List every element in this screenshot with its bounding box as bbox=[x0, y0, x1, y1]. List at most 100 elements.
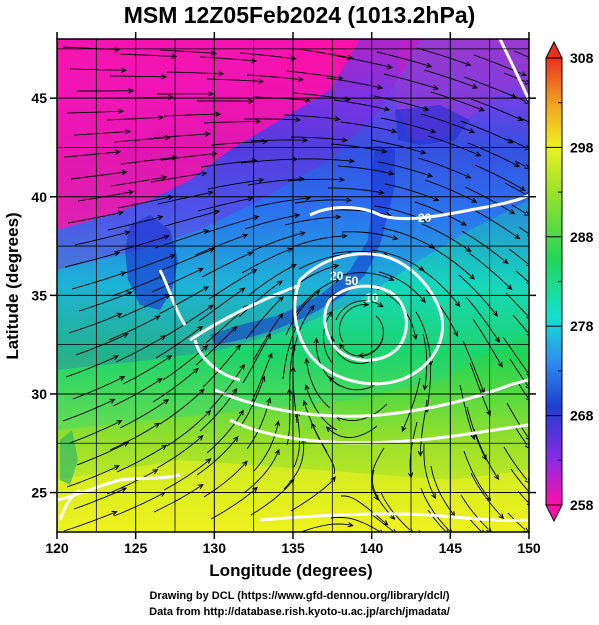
x-tick-label: 120 bbox=[45, 540, 69, 556]
streamline-arrowhead bbox=[426, 62, 433, 68]
streamline-arrowhead bbox=[290, 344, 296, 351]
x-tick-label: 150 bbox=[517, 540, 541, 556]
streamline-arrowhead bbox=[525, 398, 529, 401]
streamline-arrowhead bbox=[287, 247, 294, 253]
streamline bbox=[370, 513, 394, 532]
streamline bbox=[196, 436, 239, 476]
streamline-arrowhead bbox=[304, 384, 310, 391]
streamline bbox=[161, 248, 214, 271]
streamline bbox=[240, 158, 297, 164]
streamline bbox=[66, 465, 120, 488]
streamline-arrowhead bbox=[242, 233, 249, 239]
y-tick-label: 30 bbox=[31, 386, 47, 402]
streamline-arrowhead bbox=[519, 185, 527, 191]
streamline bbox=[376, 51, 432, 68]
streamline bbox=[63, 151, 120, 158]
streamline bbox=[119, 399, 169, 429]
streamline bbox=[113, 136, 170, 143]
streamline bbox=[254, 197, 311, 208]
contour-line bbox=[229, 418, 529, 445]
streamline bbox=[377, 161, 433, 177]
streamline bbox=[210, 487, 258, 520]
streamline bbox=[468, 252, 512, 290]
streamline bbox=[371, 249, 424, 271]
streamline-arrowhead bbox=[121, 169, 128, 176]
streamline-arrowhead bbox=[198, 388, 205, 395]
streamline-arrowhead bbox=[274, 448, 280, 456]
contour-label: 20 bbox=[330, 269, 344, 283]
streamline bbox=[330, 516, 381, 532]
streamline bbox=[473, 428, 499, 480]
streamline-arrowhead bbox=[166, 355, 173, 361]
contour-line bbox=[214, 378, 529, 418]
streamline bbox=[287, 178, 344, 182]
x-tick-label: 130 bbox=[203, 540, 227, 556]
axis-tick-labels: 120 125 130 135 140 145 150 25 30 35 40 45 bbox=[31, 90, 540, 556]
streamline-arrowhead bbox=[235, 344, 241, 351]
streamline-arrowhead bbox=[231, 325, 238, 332]
streamline-arrowhead bbox=[357, 352, 364, 358]
streamline bbox=[156, 435, 203, 469]
streamline-arrowhead bbox=[334, 116, 341, 122]
streamline bbox=[159, 49, 216, 54]
streamline bbox=[510, 468, 529, 492]
streamline-arrowhead bbox=[260, 375, 266, 382]
y-tick-label: 40 bbox=[31, 189, 47, 205]
x-tick-label: 140 bbox=[360, 540, 384, 556]
streamline-arrowhead bbox=[526, 333, 529, 336]
streamline-arrowhead bbox=[158, 114, 165, 121]
streamline-arrowhead bbox=[119, 376, 126, 381]
streamline-arrowhead bbox=[160, 335, 167, 341]
streamline-arrowhead bbox=[122, 333, 129, 338]
streamline-arrowhead bbox=[478, 106, 485, 112]
streamline bbox=[286, 389, 291, 446]
contour-label: 20 bbox=[418, 211, 432, 225]
streamline-arrowhead bbox=[427, 172, 434, 178]
streamline bbox=[111, 275, 165, 297]
streamline bbox=[164, 210, 220, 227]
streamline-arrowhead bbox=[111, 510, 118, 516]
colorbar: 308 298 288 278 268 258 bbox=[545, 40, 594, 523]
streamline bbox=[471, 208, 520, 239]
streamline-arrowhead bbox=[123, 441, 130, 447]
y-axis-title: Latitude (degrees) bbox=[3, 212, 22, 359]
streamline-arrowhead bbox=[506, 284, 513, 291]
streamline bbox=[335, 300, 383, 321]
streamline-arrowhead bbox=[215, 111, 222, 117]
streamline-arrowhead bbox=[423, 106, 430, 112]
streamline-arrowhead bbox=[339, 343, 345, 350]
streamline-arrowhead bbox=[341, 233, 348, 239]
streamline bbox=[117, 196, 173, 209]
streamline-arrowhead bbox=[278, 312, 284, 319]
streamline-arrowhead bbox=[472, 83, 479, 89]
streamline bbox=[248, 264, 297, 296]
streamline bbox=[73, 130, 130, 136]
streamline bbox=[290, 136, 347, 141]
streamline bbox=[284, 216, 341, 226]
streamline-arrowhead bbox=[253, 215, 260, 221]
x-axis-title: Longitude (degrees) bbox=[209, 561, 372, 580]
streamline-arrowhead bbox=[197, 325, 204, 332]
y-tick-label: 35 bbox=[31, 287, 47, 303]
streamline-arrowhead bbox=[423, 217, 430, 223]
streamline bbox=[243, 449, 280, 494]
streamline bbox=[108, 315, 160, 341]
lat-lon-grid bbox=[57, 39, 529, 532]
streamline bbox=[203, 461, 248, 498]
streamline bbox=[195, 326, 237, 366]
streamline bbox=[423, 443, 436, 499]
streamline-arrowhead bbox=[205, 131, 211, 137]
streamline bbox=[505, 292, 529, 317]
streamline-arrowhead bbox=[509, 209, 516, 215]
streamline-arrowhead bbox=[430, 128, 437, 134]
streamline bbox=[418, 267, 460, 307]
streamline-arrowhead bbox=[524, 210, 529, 216]
streamline-arrowhead bbox=[422, 384, 428, 391]
streamline-arrowhead bbox=[208, 247, 215, 253]
streamline bbox=[515, 270, 529, 282]
streamline-arrowhead bbox=[470, 434, 476, 441]
streamline-arrowhead bbox=[384, 106, 391, 112]
streamline-arrowhead bbox=[192, 367, 199, 374]
colorbar-tick-label: 278 bbox=[570, 318, 594, 334]
streamline bbox=[70, 171, 127, 180]
